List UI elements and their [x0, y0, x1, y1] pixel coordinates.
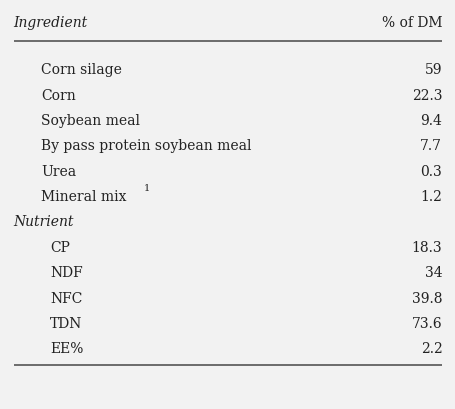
Text: 73.6: 73.6 [411, 317, 441, 331]
Text: 1: 1 [143, 184, 150, 193]
Text: Nutrient: Nutrient [14, 216, 74, 229]
Text: Corn silage: Corn silage [41, 63, 121, 77]
Text: 1.2: 1.2 [420, 190, 441, 204]
Text: Corn: Corn [41, 89, 76, 103]
Text: 39.8: 39.8 [411, 292, 441, 306]
Text: 0.3: 0.3 [420, 165, 441, 179]
Text: CP: CP [50, 241, 70, 255]
Text: 59: 59 [424, 63, 441, 77]
Text: TDN: TDN [50, 317, 82, 331]
Text: NFC: NFC [50, 292, 82, 306]
Text: 9.4: 9.4 [420, 114, 441, 128]
Text: 7.7: 7.7 [420, 139, 441, 153]
Text: Ingredient: Ingredient [14, 16, 88, 30]
Text: EE%: EE% [50, 342, 83, 356]
Text: 34: 34 [424, 266, 441, 280]
Text: 22.3: 22.3 [411, 89, 441, 103]
Text: By pass protein soybean meal: By pass protein soybean meal [41, 139, 251, 153]
Text: Mineral mix: Mineral mix [41, 190, 126, 204]
Text: Soybean meal: Soybean meal [41, 114, 140, 128]
Text: 18.3: 18.3 [411, 241, 441, 255]
Text: 2.2: 2.2 [420, 342, 441, 356]
Text: % of DM: % of DM [381, 16, 441, 30]
Text: NDF: NDF [50, 266, 83, 280]
Text: Urea: Urea [41, 165, 76, 179]
